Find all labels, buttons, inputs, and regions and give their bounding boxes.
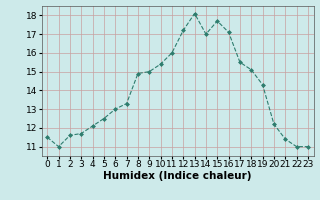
X-axis label: Humidex (Indice chaleur): Humidex (Indice chaleur) <box>103 171 252 181</box>
